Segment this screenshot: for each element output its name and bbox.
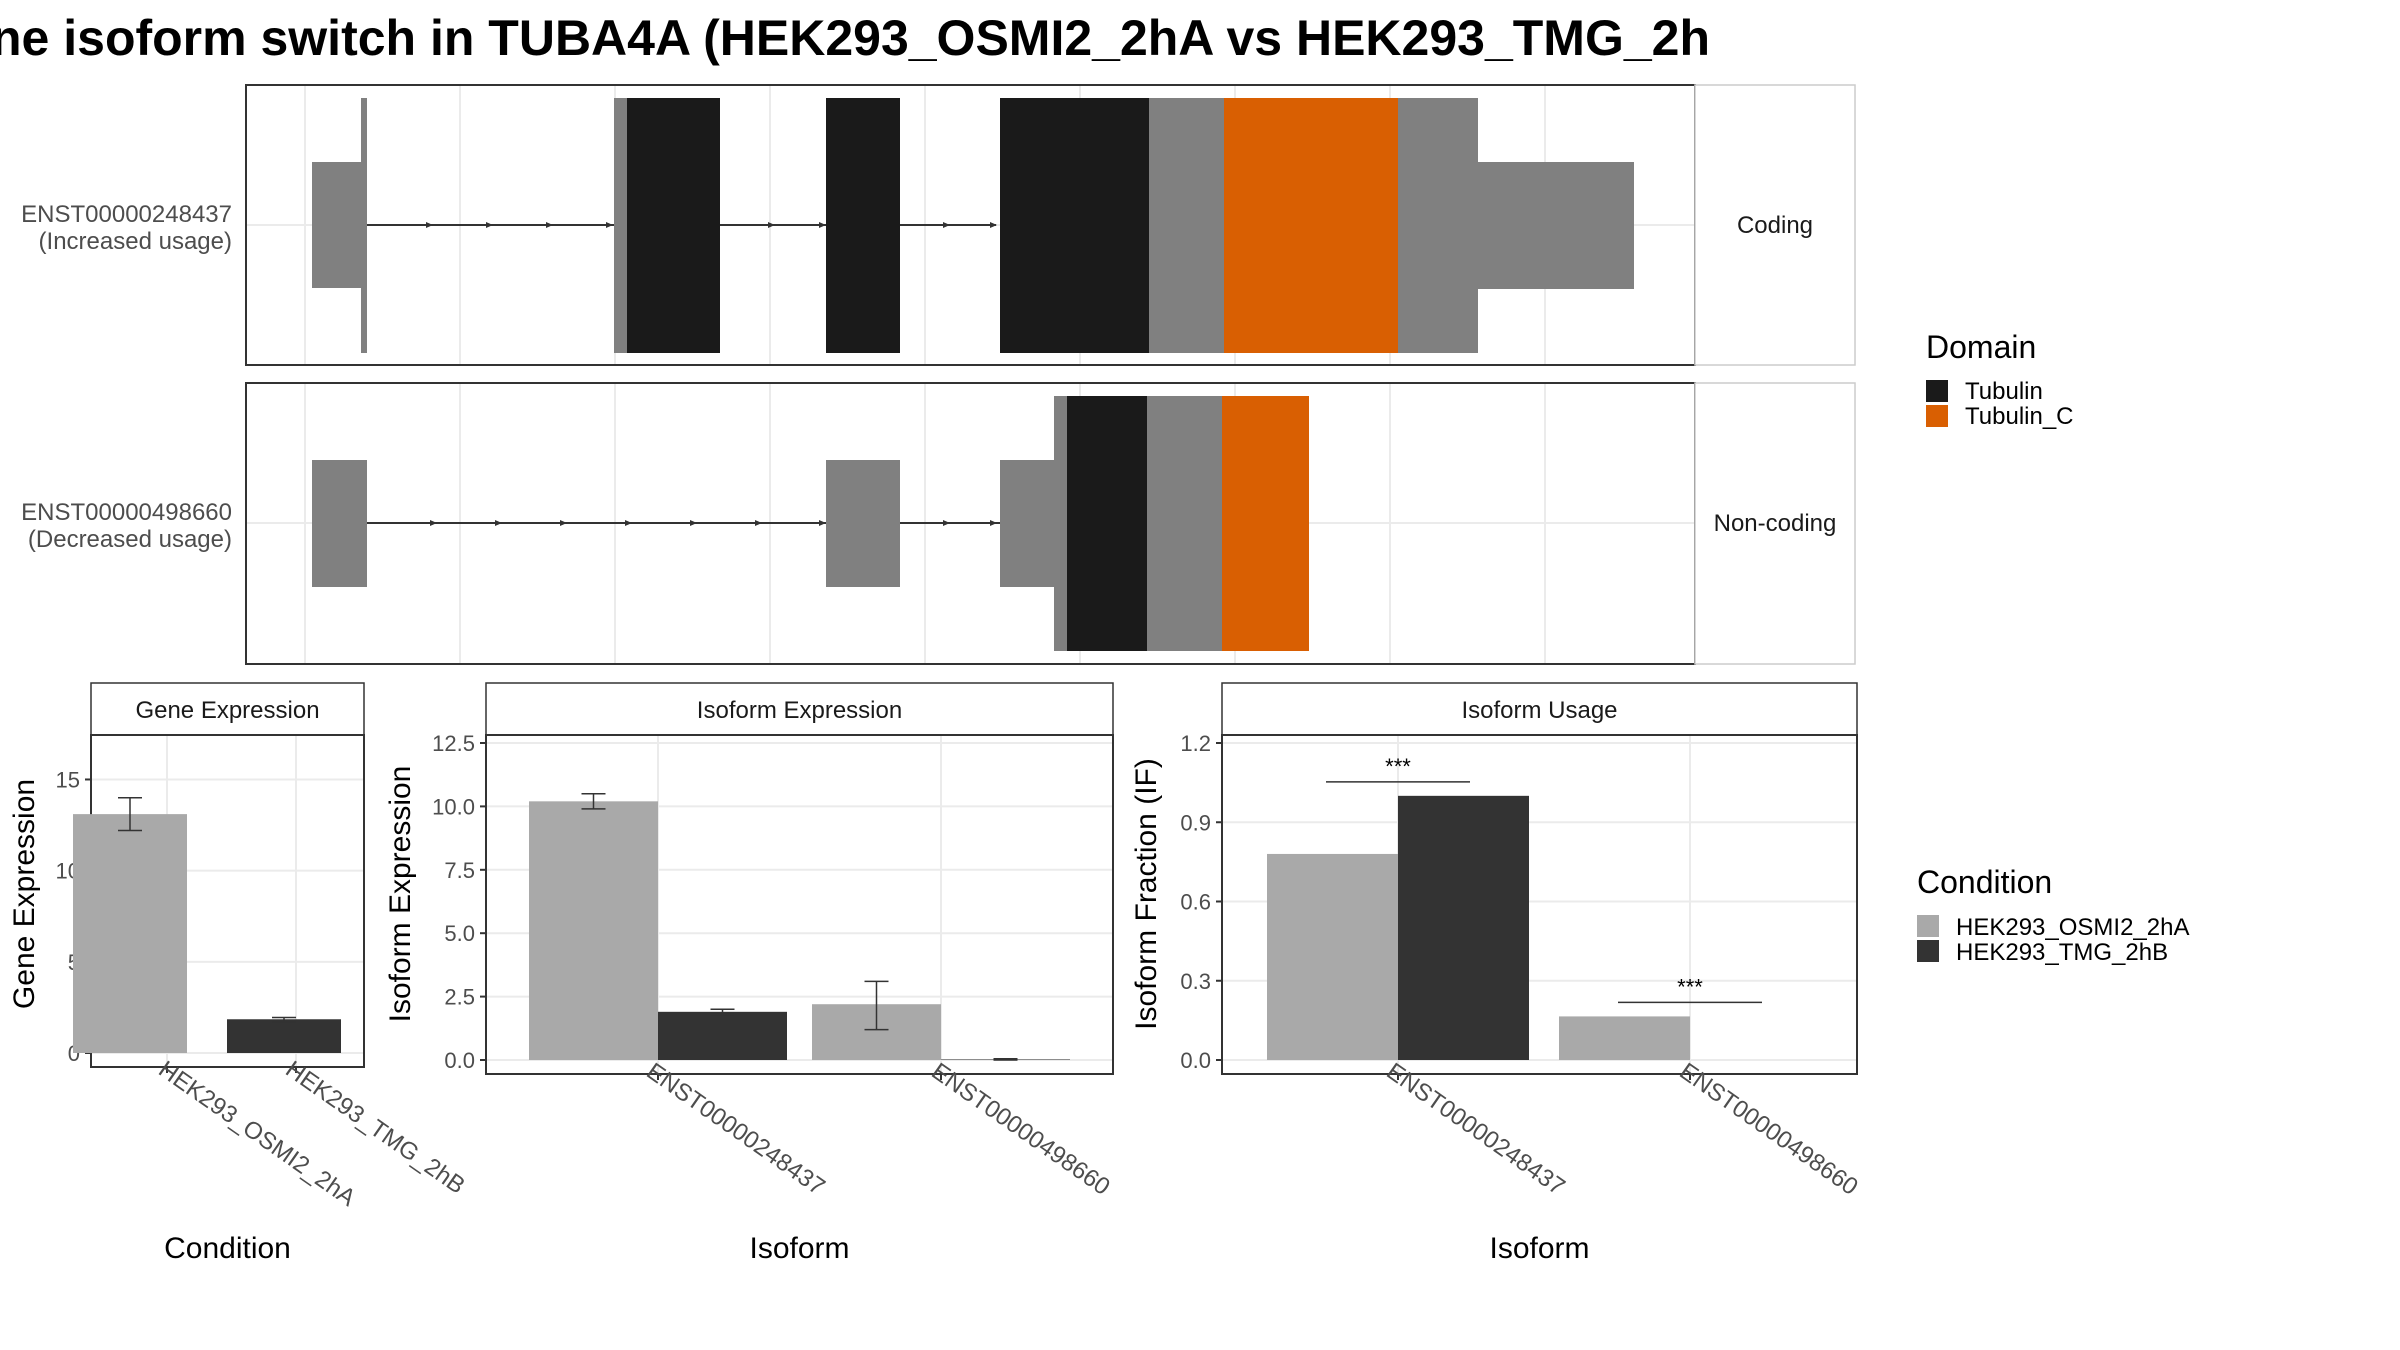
legend-key-tubulin <box>1926 380 1948 402</box>
bar-enst00000498660-s1 <box>1559 1016 1690 1060</box>
y-tick-label: 0.0 <box>1180 1048 1211 1073</box>
legend-label-tubulin: Tubulin <box>1965 378 2043 405</box>
isoform-label-1: ENST00000248437 <box>21 201 232 228</box>
legend-key-tubulin-c <box>1926 405 1948 427</box>
strip-label-noncoding: Non-coding <box>1714 510 1837 537</box>
significance-label: *** <box>1385 754 1411 779</box>
domain-legend-title: Domain <box>1926 329 2036 365</box>
y-tick-label: 5.0 <box>444 921 475 946</box>
panel-strip <box>1221 682 1858 736</box>
structure-panel-1 <box>245 84 1696 366</box>
panel-strip-label: Gene Expression <box>135 697 319 724</box>
bar-hek293_osmi2_2ha <box>73 814 187 1053</box>
y-tick-label: 0.3 <box>1180 969 1211 994</box>
bar-hek293_tmg_2hb <box>227 1019 341 1053</box>
significance-label: *** <box>1677 974 1703 999</box>
domain-tubulin-1b <box>826 98 900 353</box>
bar-enst00000248437-s1 <box>1267 853 1398 1060</box>
plot-title: ne isoform switch in TUBA4A (HEK293_OSMI… <box>0 10 1710 66</box>
domain-tubulin-2 <box>1067 396 1148 651</box>
intron-arrows-1 <box>426 222 997 228</box>
exons-isoform-2 <box>312 396 1309 651</box>
y-tick-label: 0.6 <box>1180 890 1211 915</box>
y-axis-title: Gene Expression <box>8 779 41 1009</box>
bar-enst00000248437-s2 <box>658 1011 787 1060</box>
bar-panel-2: Isoform Expression 0.0 2.5 5.0 7.5 10.0 12.5 EN… <box>384 682 1115 1265</box>
legend-label-tubulin-c: Tubulin_C <box>1965 403 2074 430</box>
domain-legend: Domain Tubulin Tubulin_C <box>1926 329 2074 430</box>
strip-label-coding: Coding <box>1737 212 1813 239</box>
legend-label-cond-a: HEK293_OSMI2_2hA <box>1956 914 2189 941</box>
x-tick-label: ENST00000248437 <box>642 1058 830 1201</box>
y-tick-label: 1.2 <box>1180 731 1211 756</box>
bar-panel-3: Isoform Usage 0.0 0.3 0.6 0.9 1.2 *** *** ENST00… <box>1130 682 1863 1265</box>
y-tick-label: 0.0 <box>444 1048 475 1073</box>
legend-key-cond-a <box>1917 915 1939 937</box>
facet-strip-coding: Coding <box>1694 84 1856 366</box>
bar-enst00000248437-s2 <box>1398 795 1529 1060</box>
panel-strip <box>90 682 365 736</box>
y-tick-label: 15 <box>56 767 80 792</box>
panel-strip-label: Isoform Expression <box>697 697 902 724</box>
exons-isoform-1 <box>312 98 1634 353</box>
bar-enst00000248437-s1 <box>529 801 658 1060</box>
intron-arrows-2 <box>430 520 997 526</box>
domain-tubulin-1c <box>1000 98 1150 353</box>
y-tick-label: 0.9 <box>1180 810 1211 835</box>
x-tick-label: ENST00000498660 <box>1675 1058 1863 1201</box>
y-axis-title: Isoform Expression <box>384 766 417 1023</box>
isoform-usage-1: (Increased usage) <box>39 228 232 255</box>
x-axis-title: Condition <box>164 1232 291 1265</box>
x-tick-label: ENST00000498660 <box>927 1058 1115 1201</box>
x-axis-title: Isoform <box>749 1232 849 1265</box>
y-tick-label: 2.5 <box>444 985 475 1010</box>
domain-tubulin-1a <box>627 98 720 353</box>
domain-tubulin-c-2 <box>1222 396 1309 651</box>
domain-tubulin-c-1 <box>1224 98 1399 353</box>
legend-label-cond-b: HEK293_TMG_2hB <box>1956 939 2168 966</box>
facet-strip-noncoding: Non-coding <box>1694 382 1856 665</box>
x-axis-title: Isoform <box>1489 1232 1589 1265</box>
x-tick-label: ENST00000248437 <box>1382 1058 1570 1201</box>
panel-strip-label: Isoform Usage <box>1461 697 1617 724</box>
structure-panel-2 <box>245 382 1696 665</box>
y-tick-label: 12.5 <box>432 731 475 756</box>
legend-key-cond-b <box>1917 940 1939 962</box>
y-tick-label: 7.5 <box>444 858 475 883</box>
isoform-label-2: ENST00000498660 <box>21 499 232 526</box>
condition-legend-title: Condition <box>1917 864 2052 900</box>
y-axis-title: Isoform Fraction (IF) <box>1130 758 1163 1030</box>
bar-panels: Gene Expression051015HEK293_OSMI2_2hAHEK… <box>8 682 1863 1265</box>
y-tick-label: 10.0 <box>432 794 475 819</box>
isoform-usage-2: (Decreased usage) <box>28 526 232 553</box>
condition-legend: Condition HEK293_OSMI2_2hA HEK293_TMG_2h… <box>1917 864 2189 966</box>
